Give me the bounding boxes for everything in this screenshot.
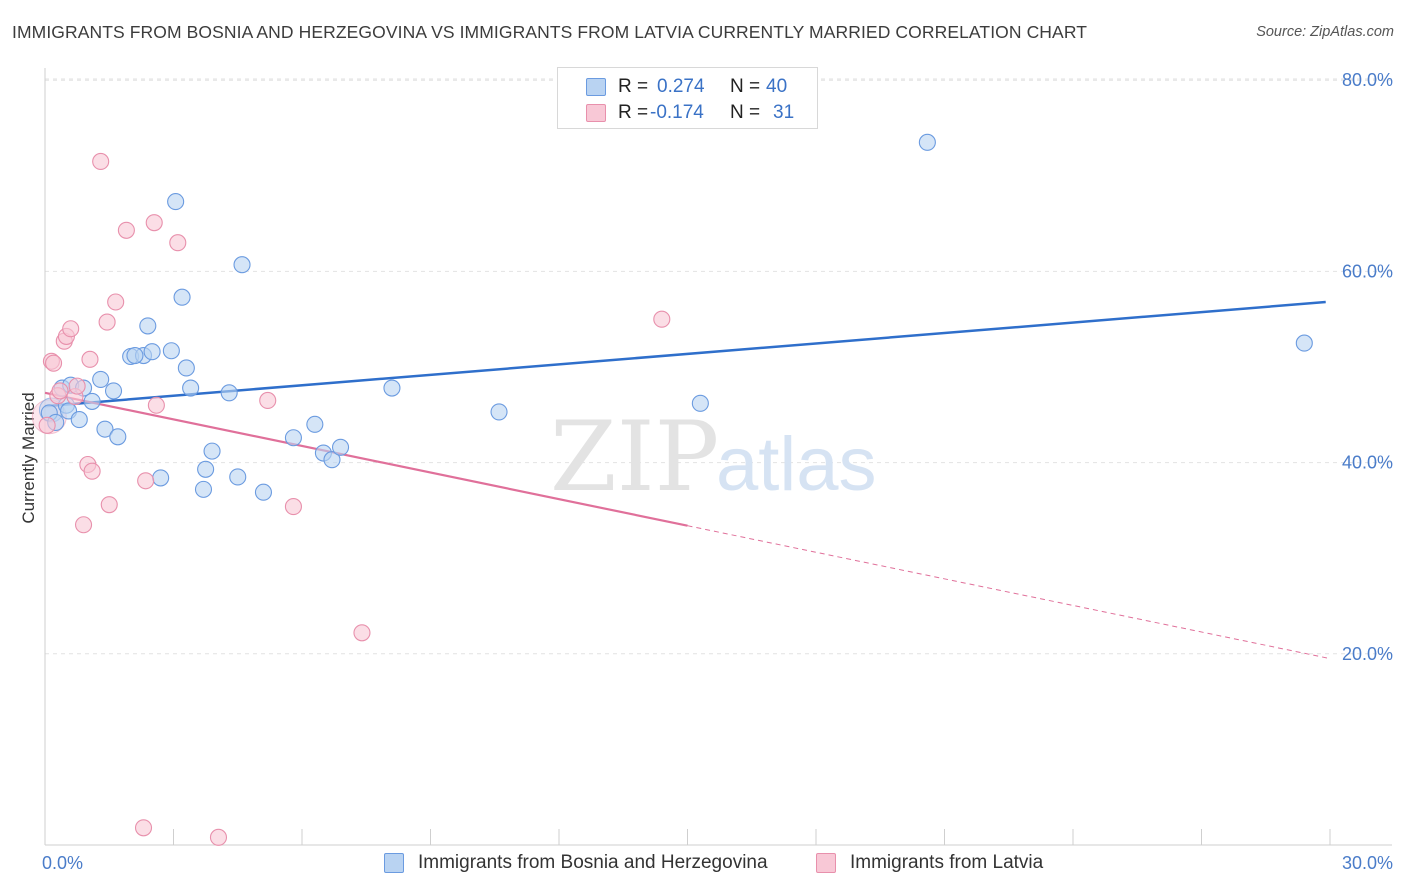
- watermark-zip: ZIP: [550, 401, 719, 513]
- legend-r-label: R =: [618, 102, 649, 123]
- data-point-latvia: [653, 310, 671, 328]
- data-point-latvia: [68, 377, 86, 395]
- y-axis-title: Currently Married: [19, 392, 38, 523]
- data-point-latvia: [137, 472, 155, 490]
- legend-r-label: R =: [618, 76, 649, 97]
- data-point-bosnia: [173, 288, 191, 306]
- bottom-legend-swatch-blue: [384, 853, 404, 873]
- data-point-latvia: [147, 396, 165, 414]
- data-point-bosnia: [167, 193, 185, 211]
- correlation-legend: R = 0.274 N = 40 R = -0.174 N = 31: [557, 67, 818, 129]
- data-point-latvia: [259, 391, 277, 410]
- data-point-latvia: [145, 214, 163, 232]
- legend-row-bosnia: R = 0.274 N = 40: [558, 75, 817, 101]
- data-point-latvia: [62, 320, 80, 338]
- y-tick-label: 40.0%: [1342, 453, 1393, 473]
- axes: [44, 68, 1392, 846]
- legend-n-label: N =: [730, 102, 761, 123]
- watermark-atlas: atlas: [716, 422, 877, 507]
- data-point-latvia: [98, 313, 116, 331]
- trend-lines: [44, 300, 1331, 660]
- data-point-bosnia: [254, 483, 273, 501]
- chart-title: IMMIGRANTS FROM BOSNIA AND HERZEGOVINA V…: [12, 22, 1088, 42]
- legend-r-value: 0.274: [657, 76, 705, 97]
- data-point-latvia: [38, 416, 56, 434]
- trend-line-latvia-extrapolated: [687, 525, 1331, 660]
- data-point-latvia: [75, 516, 93, 534]
- trend-line-latvia: [44, 391, 688, 527]
- bottom-legend-label: Immigrants from Bosnia and Herzegovina: [418, 852, 768, 873]
- data-points: [31, 133, 1313, 846]
- data-point-latvia: [107, 293, 125, 311]
- data-point-bosnia: [323, 451, 341, 469]
- data-point-latvia: [51, 382, 69, 400]
- data-point-bosnia: [70, 411, 88, 429]
- bottom-legend-label: Immigrants from Latvia: [850, 852, 1044, 873]
- data-point-bosnia: [197, 460, 215, 478]
- data-point-bosnia: [92, 370, 110, 388]
- gridlines: [45, 78, 1392, 655]
- data-point-bosnia: [383, 379, 401, 397]
- data-point-bosnia: [152, 469, 170, 487]
- data-point-bosnia: [139, 317, 157, 335]
- x-tick-label: 30.0%: [1342, 853, 1393, 873]
- legend-n-value: 40: [766, 76, 788, 97]
- data-point-bosnia: [109, 428, 127, 446]
- data-point-bosnia: [306, 415, 324, 433]
- data-point-bosnia: [104, 382, 123, 400]
- source-label: Source: ZipAtlas.com: [1256, 24, 1394, 40]
- legend-r-value: -0.174: [650, 102, 704, 123]
- data-point-bosnia: [162, 342, 180, 360]
- data-point-latvia: [92, 152, 110, 171]
- legend-row-latvia: R = -0.174 N = 31: [558, 101, 817, 127]
- data-point-bosnia: [490, 403, 508, 421]
- legend-n-value: 31: [773, 102, 795, 123]
- trend-line-bosnia: [44, 300, 1326, 408]
- data-point-latvia: [45, 354, 63, 372]
- y-tick-label: 80.0%: [1342, 70, 1393, 90]
- data-point-latvia: [83, 462, 101, 480]
- data-point-bosnia: [182, 379, 200, 397]
- legend-swatch-pink: [586, 104, 606, 122]
- data-point-latvia: [81, 350, 99, 368]
- data-point-bosnia: [229, 468, 247, 486]
- data-point-bosnia: [83, 392, 101, 410]
- watermark: ZIP atlas: [550, 401, 877, 513]
- tick-labels: 20.0% 40.0% 60.0% 80.0% 0.0% 30.0%: [42, 70, 1393, 873]
- data-point-bosnia: [126, 346, 144, 365]
- bottom-legend-swatch-pink: [816, 853, 836, 873]
- data-point-bosnia: [1295, 334, 1313, 352]
- data-point-bosnia: [331, 438, 350, 456]
- data-point-bosnia: [96, 420, 114, 438]
- data-point-bosnia: [203, 442, 221, 460]
- data-point-bosnia: [143, 343, 161, 361]
- data-point-bosnia: [220, 384, 238, 402]
- data-point-latvia: [353, 624, 371, 642]
- data-point-bosnia: [194, 480, 213, 498]
- data-point-bosnia: [177, 359, 195, 377]
- data-point-latvia: [117, 221, 135, 239]
- legend-n-label: N =: [730, 76, 761, 97]
- y-tick-label: 60.0%: [1342, 261, 1393, 281]
- data-point-latvia: [209, 828, 228, 846]
- data-point-bosnia: [691, 394, 709, 412]
- legend-swatch-blue: [586, 78, 606, 96]
- data-point-latvia: [134, 819, 153, 837]
- data-point-bosnia: [918, 133, 936, 151]
- data-point-bosnia: [284, 429, 302, 447]
- data-point-latvia: [169, 234, 187, 252]
- data-point-latvia: [284, 498, 302, 516]
- y-tick-label: 20.0%: [1342, 644, 1393, 664]
- x-tick-label: 0.0%: [42, 853, 83, 873]
- data-point-bosnia: [233, 256, 251, 274]
- data-point-latvia: [100, 496, 118, 514]
